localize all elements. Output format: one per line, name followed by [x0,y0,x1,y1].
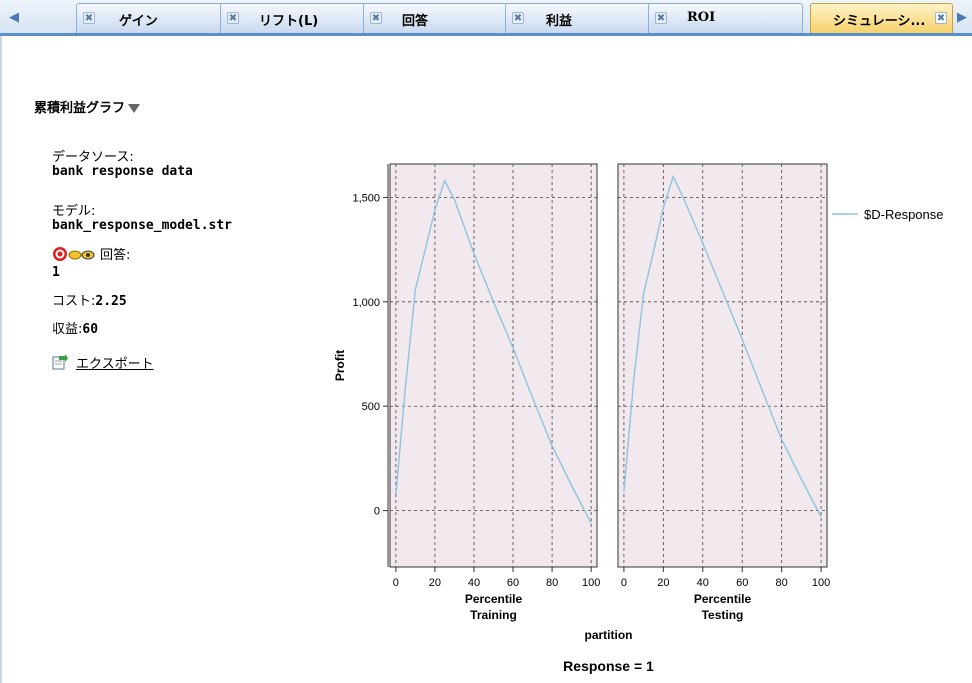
cumulative-profit-chart: 0 500 1,000 1,500 Profit 0 20 40 60 80 100 Percenti… [333,163,944,674]
tab-lift[interactable]: ✖ リフト(L) [220,3,375,33]
x-tick-label: 80 [546,577,558,589]
x-tick-label: 60 [507,577,519,589]
series-line-training [395,178,592,524]
close-icon[interactable]: ✖ [655,12,667,24]
response-icons [52,246,102,266]
tab-label: シミュレーシ... [833,14,926,29]
x-tick-label: 100 [582,577,600,589]
tab-label: ゲイン [119,14,158,29]
x-tick-label: 100 [812,577,830,589]
tab-simulation[interactable]: シミュレーシ... ✖ [810,3,953,33]
chart-title[interactable]: 累積利益グラフ [34,97,141,116]
revenue-label: 収益: [52,322,83,337]
tab-roi[interactable]: ✖ ROI [648,3,803,33]
facet-label: partition [585,628,633,642]
y-tick-label: 1,500 [352,192,380,204]
chart-footer: Response = 1 [563,658,654,674]
y-tick-label: 0 [374,506,380,518]
x-tick-label: 40 [697,577,709,589]
series-line-testing [623,174,822,518]
close-icon[interactable]: ✖ [512,12,524,24]
panel-label-testing: Testing [702,608,744,622]
target-icon [53,247,95,261]
plot-panel-training [389,163,598,568]
y-tick-label: 500 [362,401,380,413]
tab-bar: ◀ ✖ ゲイン ✖ リフト(L) ✖ 回答 ✖ 利益 ✖ ROI シミュレーシ.… [0,0,972,36]
close-icon[interactable]: ✖ [935,12,947,24]
y-axis-title: Profit [333,350,347,381]
model-value: bank_response_model.str [52,218,233,233]
tab-profit[interactable]: ✖ 利益 [505,3,660,33]
cost-row: コスト:2.25 [52,290,127,309]
response-value: 1 [52,265,60,280]
y-tick-label: 1,000 [352,297,380,309]
x-axis-title: Percentile [465,592,523,606]
x-tick-label: 20 [429,577,441,589]
frame-border [0,36,2,683]
tab-label: 回答 [402,14,429,29]
model-label: モデル: [52,204,96,219]
x-tick-label: 20 [657,577,669,589]
x-axis-title: Percentile [694,592,752,606]
chart-title-text: 累積利益グラフ [34,101,126,116]
revenue-value: 60 [82,322,99,337]
datasource-value: bank response data [52,164,193,179]
cost-label: コスト: [52,294,96,309]
revenue-row: 収益:60 [52,318,98,337]
scroll-right-arrow-icon[interactable]: ▶ [957,10,967,25]
plot-panel-testing [617,163,828,568]
dropdown-arrow-icon[interactable] [128,104,141,113]
legend-label: $D-Response [864,207,944,222]
x-tick-label: 80 [776,577,788,589]
tab-label: 利益 [546,14,573,29]
close-icon[interactable]: ✖ [227,12,239,24]
x-tick-label: 60 [736,577,748,589]
scroll-left-arrow-icon[interactable]: ◀ [9,10,19,25]
x-tick-label: 0 [621,577,627,589]
tab-gain[interactable]: ✖ ゲイン [76,3,231,33]
cost-value: 2.25 [95,294,127,309]
panel-label-training: Training [470,608,517,622]
close-icon[interactable]: ✖ [370,12,382,24]
export-link[interactable]: エクスポート [76,357,154,372]
x-tick-label: 40 [468,577,480,589]
tab-label: リフト(L) [259,14,319,29]
close-icon[interactable]: ✖ [83,12,95,24]
response-label: 回答: [100,248,131,263]
export-icon[interactable] [52,354,68,370]
datasource-label: データソース: [52,150,134,165]
x-tick-label: 0 [393,577,399,589]
tab-response[interactable]: ✖ 回答 [363,3,518,33]
tab-label: ROI [687,10,716,25]
